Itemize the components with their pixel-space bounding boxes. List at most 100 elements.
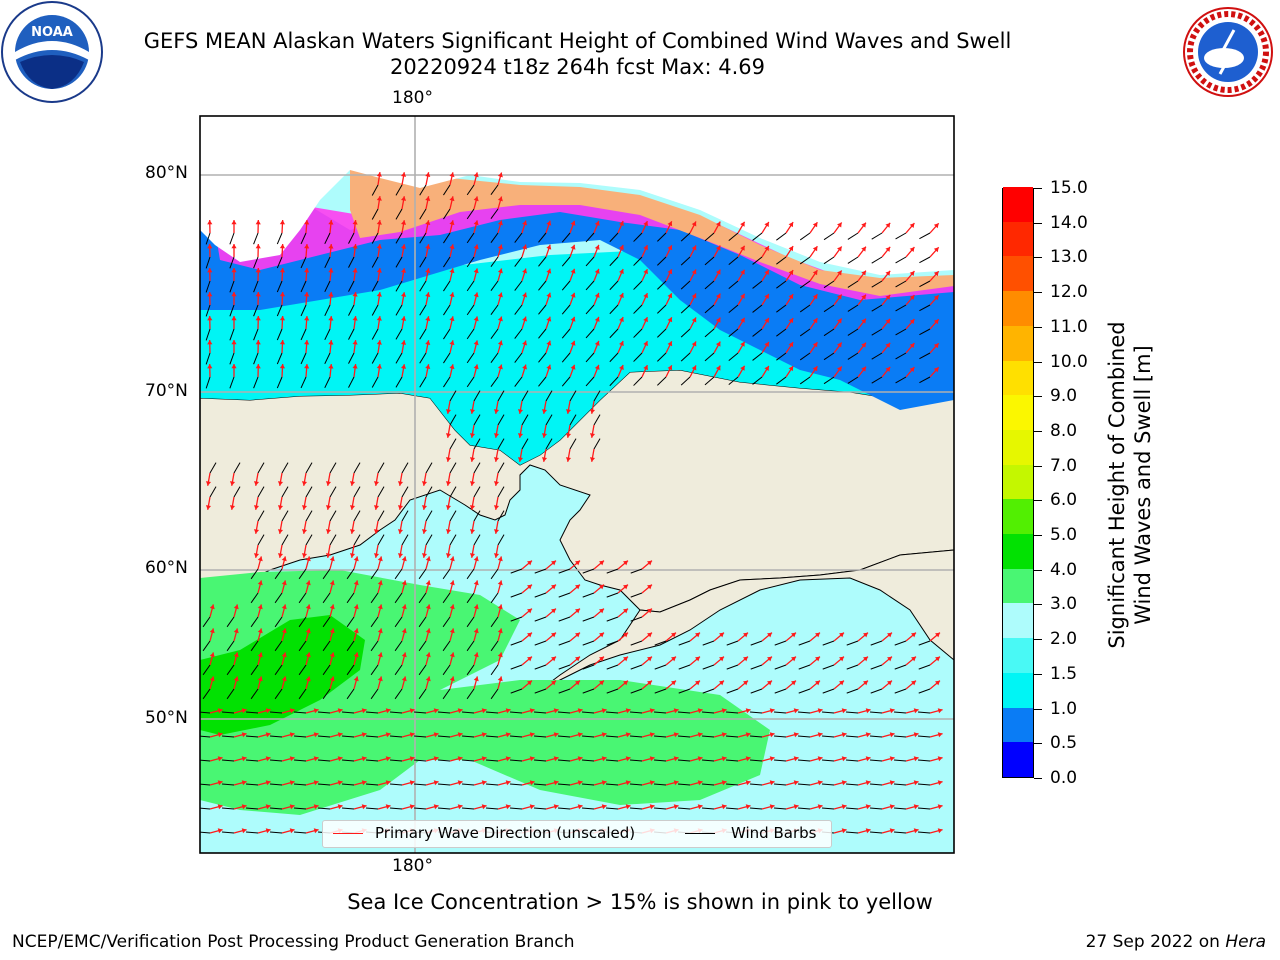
- lon-label-bottom: 180°: [392, 856, 433, 876]
- wind-barb: [630, 616, 643, 622]
- wind-barb: [895, 304, 907, 312]
- wind-barb: [222, 807, 235, 810]
- colorbar-segment: [1003, 221, 1033, 257]
- wind-barb: [558, 807, 571, 810]
- wind-barb: [871, 328, 883, 336]
- wind-barb: [558, 616, 571, 622]
- wave-arrow-head: [551, 680, 556, 686]
- wave-arrow-head: [837, 342, 842, 348]
- wind-barb: [585, 328, 595, 339]
- wind-barb: [534, 735, 547, 738]
- wave-arrow-head: [575, 584, 580, 590]
- wave-arrow-head: [449, 244, 455, 250]
- wind-barb: [276, 304, 283, 317]
- wave-arrow-head: [233, 676, 239, 682]
- wave-arrow-head: [301, 529, 308, 534]
- wind-barb: [633, 328, 643, 338]
- wind-barb: [390, 735, 403, 738]
- wind-barb: [558, 759, 571, 762]
- wave-arrow-head: [352, 340, 358, 345]
- wind-barb: [466, 328, 475, 340]
- wave-arrow-head: [594, 268, 600, 274]
- wind-barb: [919, 304, 931, 312]
- wind-barb: [274, 640, 283, 652]
- wave-arrow-head: [207, 340, 213, 345]
- wind-barb: [918, 783, 931, 786]
- wind-barb: [443, 304, 451, 316]
- wave-arrow-head: [325, 505, 332, 510]
- wave-arrow-head: [625, 756, 631, 762]
- wind-barb: [728, 304, 739, 314]
- wind-barb: [322, 640, 331, 652]
- wind-barb: [799, 304, 811, 313]
- wave-arrow-head: [937, 756, 943, 762]
- wind-barb: [305, 534, 313, 546]
- wind-barb: [490, 232, 499, 244]
- wave-arrow-head: [861, 366, 866, 372]
- wind-barb: [466, 352, 475, 364]
- wind-barb: [473, 462, 481, 474]
- wave-arrow-head: [497, 604, 503, 610]
- wind-barb: [538, 232, 547, 243]
- colorbar-tick: [1034, 673, 1042, 675]
- wind-barb: [654, 783, 667, 786]
- wind-barb: [346, 592, 355, 604]
- wave-arrow-head: [497, 364, 503, 370]
- wave-arrow-head: [769, 708, 775, 714]
- wind-barb: [443, 232, 451, 244]
- colorbar-tick: [1034, 569, 1042, 571]
- wave-arrow-head: [445, 505, 452, 510]
- wind-barb: [726, 735, 739, 738]
- wave-arrow-head: [788, 366, 794, 372]
- wind-barb: [750, 640, 763, 646]
- wind-barb: [438, 807, 451, 810]
- wind-barb: [657, 376, 667, 386]
- wind-barb: [776, 304, 787, 313]
- wind-barb: [593, 390, 601, 402]
- wave-arrow-head: [409, 708, 415, 714]
- wind-barb: [582, 688, 595, 694]
- wind-barb: [233, 486, 241, 498]
- wind-barb: [750, 664, 763, 670]
- wind-barb: [918, 831, 931, 834]
- wave-arrow-head: [909, 223, 915, 229]
- colorbar-segment: [1003, 533, 1033, 569]
- wind-barb: [370, 592, 379, 604]
- wind-barb: [728, 232, 739, 242]
- wave-arrow-head: [353, 628, 359, 634]
- wave-arrow-head: [529, 708, 535, 714]
- wave-arrow-head: [791, 680, 796, 686]
- wave-arrow-head: [667, 269, 673, 275]
- wave-arrow-head: [233, 652, 239, 658]
- wave-arrow-head: [400, 340, 407, 345]
- wind-barb: [250, 640, 259, 652]
- wind-barb: [246, 831, 259, 834]
- wave-arrow-head: [909, 247, 915, 253]
- wave-arrow-head: [647, 560, 652, 566]
- wind-barb: [438, 711, 451, 714]
- wave-arrow-head: [493, 457, 500, 462]
- wind-barb: [798, 759, 811, 762]
- wave-arrow-head: [449, 220, 455, 226]
- wave-arrow-head: [425, 244, 431, 249]
- wave-arrow-head: [281, 652, 287, 658]
- wind-barb: [822, 664, 835, 670]
- wave-arrow-head: [551, 608, 556, 614]
- wind-barb: [894, 783, 907, 786]
- wave-arrow-head: [421, 505, 428, 510]
- colorbar-tick-label: 14.0: [1050, 212, 1088, 233]
- wave-arrow-head: [469, 433, 476, 438]
- wind-barb: [366, 783, 379, 786]
- wind-barb: [680, 256, 691, 266]
- wave-arrow-head: [745, 708, 751, 714]
- wind-barb: [895, 280, 907, 288]
- wave-arrow-head: [481, 732, 487, 738]
- wind-barb: [558, 688, 571, 694]
- wind-barb: [678, 664, 691, 670]
- wave-arrow-head: [281, 604, 287, 610]
- wind-barb: [870, 807, 883, 810]
- wave-arrow-head: [594, 340, 600, 346]
- wave-arrow-head: [253, 529, 260, 534]
- wind-barb: [582, 592, 595, 598]
- wind-barb: [329, 462, 337, 474]
